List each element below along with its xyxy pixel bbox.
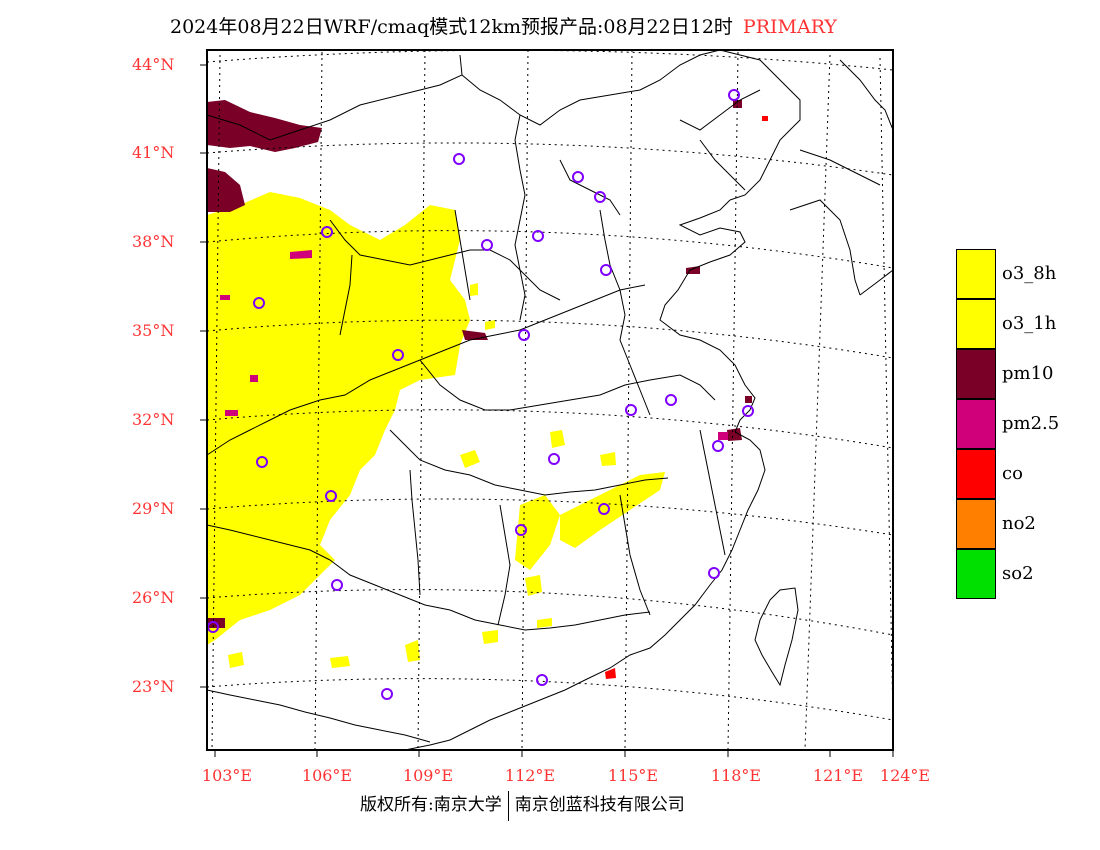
lon-label-115: 115°E bbox=[607, 766, 659, 785]
footer-separator bbox=[507, 790, 509, 821]
legend-label: co bbox=[1002, 463, 1023, 484]
legend-item-o3-1h: o3_1h bbox=[956, 299, 1096, 349]
axis-ticks bbox=[200, 64, 894, 757]
lon-label-103: 103°E bbox=[201, 766, 253, 785]
pollutant-legend: o3_8h o3_1h pm10 pm2.5 co no2 so2 bbox=[956, 249, 1096, 599]
lat-label-32: 32°N bbox=[132, 410, 175, 429]
legend-label: o3_8h bbox=[1002, 263, 1057, 284]
legend-item-pm25: pm2.5 bbox=[956, 399, 1096, 449]
legend-item-no2: no2 bbox=[956, 499, 1096, 549]
lat-label-29: 29°N bbox=[132, 499, 175, 518]
lon-label-112: 112°E bbox=[504, 766, 556, 785]
copyright-footer: 版权所有:南京大学 南京创蓝科技有限公司 bbox=[360, 790, 685, 821]
graticule bbox=[206, 49, 894, 751]
figure-title: 2024年08月22日WRF/cmaq模式12km预报产品:08月22日12时 P… bbox=[170, 12, 837, 39]
o3-pollution-areas bbox=[207, 192, 665, 668]
legend-label: so2 bbox=[1002, 563, 1034, 584]
title-main: 2024年08月22日WRF/cmaq模式12km预报产品:08月22日12时 bbox=[170, 16, 733, 38]
lon-label-106: 106°E bbox=[301, 766, 353, 785]
legend-label: pm2.5 bbox=[1002, 413, 1060, 434]
legend-swatch bbox=[956, 249, 996, 299]
co-pollution-areas bbox=[605, 116, 768, 679]
legend-label: no2 bbox=[1002, 513, 1036, 534]
legend-item-pm10: pm10 bbox=[956, 349, 1096, 399]
lat-label-35: 35°N bbox=[132, 321, 175, 340]
legend-label: o3_1h bbox=[1002, 313, 1057, 334]
copyright-owner: 版权所有:南京大学 bbox=[360, 795, 502, 815]
title-tag: PRIMARY bbox=[742, 16, 837, 38]
legend-swatch bbox=[956, 549, 996, 599]
lat-label-41: 41°N bbox=[132, 143, 175, 162]
lon-label-121: 121°E bbox=[812, 766, 864, 785]
copyright-company: 南京创蓝科技有限公司 bbox=[514, 795, 685, 815]
legend-item-so2: so2 bbox=[956, 549, 1096, 599]
lon-label-109: 109°E bbox=[402, 766, 454, 785]
legend-swatch bbox=[956, 349, 996, 399]
lon-label-118: 118°E bbox=[710, 766, 762, 785]
boundaries bbox=[206, 49, 894, 751]
legend-swatch bbox=[956, 399, 996, 449]
lat-label-44: 44°N bbox=[132, 55, 175, 74]
legend-swatch bbox=[956, 449, 996, 499]
legend-item-o3-8h: o3_8h bbox=[956, 249, 1096, 299]
map-frame bbox=[206, 49, 894, 751]
lat-label-38: 38°N bbox=[132, 232, 175, 251]
pm25-pollution-areas bbox=[220, 250, 728, 440]
legend-swatch bbox=[956, 299, 996, 349]
lon-label-124: 124°E bbox=[879, 766, 931, 785]
lat-label-23: 23°N bbox=[132, 677, 175, 696]
legend-swatch bbox=[956, 499, 996, 549]
lat-label-26: 26°N bbox=[132, 588, 175, 607]
legend-item-co: co bbox=[956, 449, 1096, 499]
legend-label: pm10 bbox=[1002, 363, 1054, 384]
